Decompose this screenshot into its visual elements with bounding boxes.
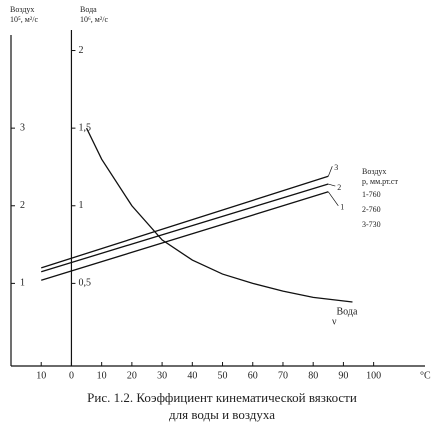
series-line [41,183,329,273]
y2-tick-label: 1,5 [78,122,91,133]
x-tick-label: 20 [127,370,137,381]
leader [328,183,336,187]
series-label: 1 [340,203,344,212]
legend-text: p, мм.рт.ст [362,177,398,186]
x-tick-label: 50 [218,370,228,381]
y-label: 10⁵, м²/с [10,15,38,24]
y2-tick-label: 1 [78,200,83,211]
legend-text: 3-730 [362,220,381,229]
leader [327,166,333,177]
series-label: 2 [337,183,341,192]
series-line [41,191,329,281]
y-label: Воздух [10,5,34,14]
series-label: 3 [334,163,338,172]
x-tick-label: 10 [36,370,46,381]
x-tick-label: 60 [248,370,258,381]
x-label: °C [420,370,431,381]
y2-tick-label: 0,5 [78,278,91,289]
x-tick-label: 10 [97,370,107,381]
series-label: Вода [336,306,357,317]
x-tick-label: 70 [278,370,288,381]
y2-label: Вода [80,5,97,14]
annotation: ν [332,316,337,327]
legend-text: 2-760 [362,205,381,214]
legend-text: 1-760 [362,190,381,199]
x-tick-label: 40 [187,370,197,381]
series-line [41,175,329,269]
leader [328,191,339,206]
legend-text: Воздух [362,167,386,176]
y-tick-label: 3 [20,122,25,133]
x-tick-label: 80 [308,370,318,381]
x-tick-label: 0 [69,370,74,381]
y2-label: 10⁶, м²/с [80,15,108,24]
series-line [85,127,353,303]
x-tick-label: 30 [157,370,167,381]
y-tick-label: 2 [20,200,25,211]
caption: Рис. 1.2. Коэффициент кинематической вяз… [87,390,357,405]
x-tick-label: 90 [338,370,348,381]
x-tick-label: 100 [366,370,381,381]
y2-tick-label: 2 [78,45,83,56]
y-tick-label: 1 [20,278,25,289]
caption: для воды и воздуха [169,407,275,422]
